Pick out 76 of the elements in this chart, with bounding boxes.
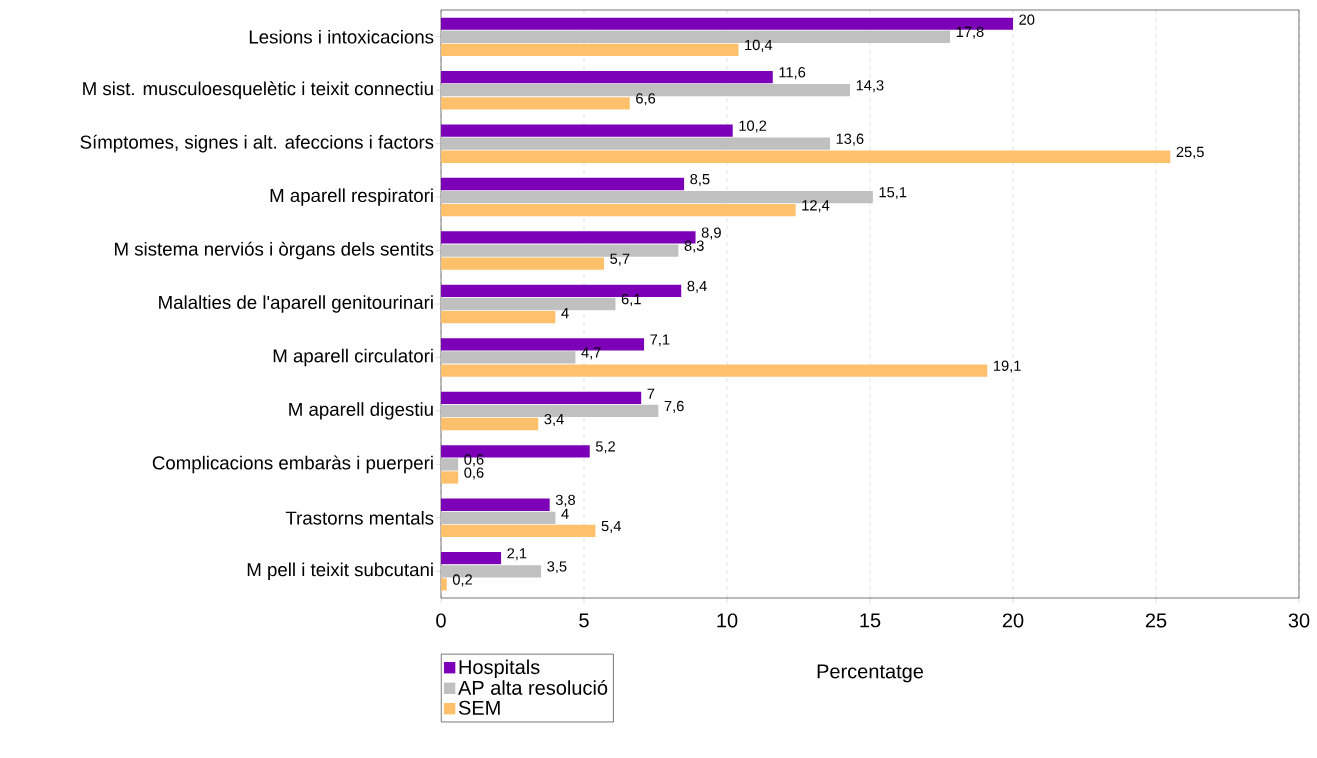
bar (441, 70, 773, 84)
data-label: 8,4 (687, 280, 707, 293)
y-tick-label: M sistema nerviós i òrgans dels sentits (115, 241, 434, 260)
data-label: 14,3 (856, 80, 884, 93)
bar (441, 204, 796, 217)
data-label: 25,5 (1176, 146, 1204, 159)
data-label: 4 (561, 308, 569, 319)
x-tick-label: 15 (860, 613, 881, 628)
bar (441, 150, 1171, 163)
legend-label: AP alta resolució (458, 679, 608, 695)
y-tick-label: M aparell respiratori (270, 188, 433, 206)
bar (441, 351, 576, 364)
bar (441, 578, 447, 591)
y-tick-label: Lesions i intoxicacions (249, 29, 434, 44)
x-tick-label: 10 (717, 613, 738, 628)
data-label: 8,5 (690, 173, 710, 187)
data-label: 17,8 (956, 26, 984, 39)
bar (441, 137, 830, 150)
data-label: 8,3 (684, 240, 704, 253)
data-label: 11,6 (779, 67, 806, 80)
data-label: 19,1 (993, 360, 1021, 373)
bar (441, 498, 550, 511)
bar (441, 524, 596, 538)
y-tick-label: Trastorns mentals (285, 510, 434, 525)
data-label: 2,1 (507, 548, 527, 561)
y-tick-label: M aparell digestiu (289, 402, 433, 420)
bar (441, 97, 630, 110)
y-tick-label: M sist. musculoesquelètic i teixit connectiu (83, 81, 433, 99)
y-tick-label: Complicacions embaràs i puerperi (152, 455, 433, 474)
data-label: 10,4 (745, 39, 773, 52)
bar (441, 391, 642, 404)
legend-label: Hospitals (459, 659, 540, 679)
data-label: 7,6 (664, 400, 684, 413)
data-label: 3,8 (555, 494, 576, 507)
bar (441, 310, 556, 324)
data-label: 15,1 (879, 187, 907, 200)
data-label: 5,7 (610, 253, 630, 266)
data-label: 7,1 (650, 334, 670, 347)
data-label: 0,6 (464, 454, 484, 467)
data-label: 4,7 (581, 347, 601, 360)
data-label: 3,5 (547, 561, 567, 574)
data-label: 13,6 (836, 133, 864, 146)
bar (441, 43, 739, 56)
y-tick-label: Símptomes, signes i alt. afeccions i factors (80, 134, 434, 153)
data-label: 10,2 (739, 120, 767, 133)
bar (441, 124, 733, 137)
y-tick-label: M aparell circulatori (273, 348, 433, 367)
x-tick-label: 0 (436, 613, 446, 628)
bar (441, 417, 539, 431)
bar (441, 257, 605, 270)
x-tick-label: 5 (579, 613, 589, 628)
data-label: 5,2 (595, 441, 615, 454)
bar (441, 552, 502, 565)
x-tick-label: 20 (1002, 613, 1024, 628)
x-tick-label: 25 (1145, 613, 1167, 628)
data-label: 12,4 (802, 200, 830, 213)
legend-label: SEM (458, 700, 500, 715)
y-tick-label: M pell i teixit subcutani (247, 562, 433, 580)
data-label: 6,6 (636, 93, 656, 106)
y-tick-label: Malalties de l'aparell genitourinari (159, 295, 433, 313)
data-label: 6,1 (621, 293, 641, 307)
data-label: 8,9 (701, 227, 721, 240)
data-label: 4 (561, 508, 569, 519)
bar (441, 177, 685, 191)
bar (441, 471, 459, 484)
data-label: 0,6 (464, 467, 484, 480)
data-label: 0,2 (452, 574, 472, 587)
x-axis-title: Percentatge (817, 664, 924, 683)
data-label: 20 (1019, 14, 1035, 25)
bar (441, 364, 988, 377)
data-label: 3,4 (544, 413, 564, 427)
x-tick-label: 30 (1288, 613, 1310, 628)
bar (441, 511, 556, 524)
data-label: 5,4 (601, 520, 621, 533)
bar (441, 458, 459, 471)
data-label: 7 (647, 388, 655, 399)
